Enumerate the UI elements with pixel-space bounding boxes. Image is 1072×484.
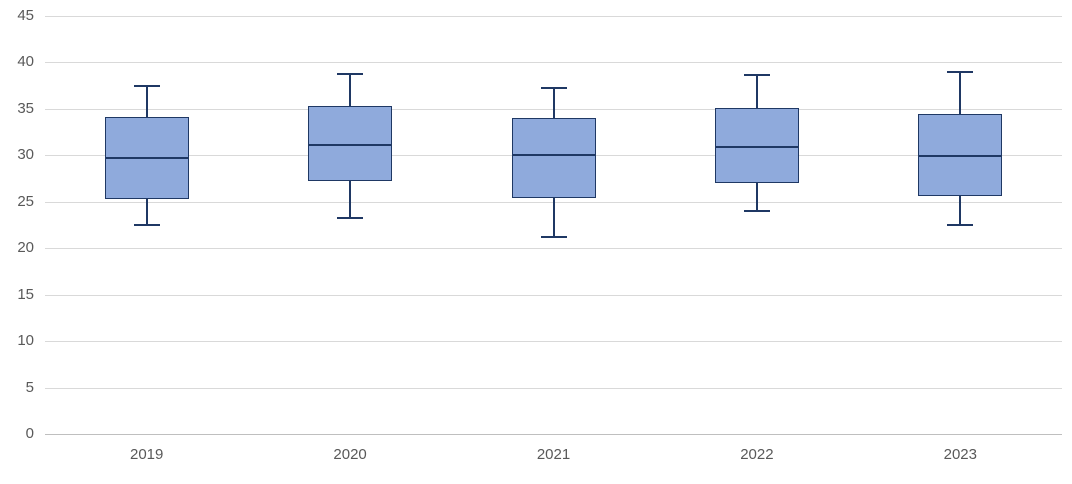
y-tick-label: 15 xyxy=(17,286,34,303)
upper-whisker-cap xyxy=(337,72,364,75)
gridline xyxy=(45,62,1062,63)
upper-whisker-cap xyxy=(947,70,974,73)
y-tick-label: 45 xyxy=(17,7,34,24)
y-tick-label: 20 xyxy=(17,239,34,256)
y-tick-label: 25 xyxy=(17,193,34,210)
x-tick-label-2020: 2020 xyxy=(333,446,367,463)
upper-whisker xyxy=(349,73,352,107)
upper-whisker-cap xyxy=(133,84,160,87)
lower-whisker xyxy=(552,198,555,238)
y-tick-label: 5 xyxy=(25,379,34,396)
upper-whisker xyxy=(959,71,962,115)
x-tick-label-2023: 2023 xyxy=(943,446,977,463)
lower-whisker-cap xyxy=(337,216,364,219)
x-axis-line xyxy=(45,434,1062,435)
upper-whisker xyxy=(755,75,758,108)
upper-whisker xyxy=(552,87,555,119)
median-line xyxy=(919,154,1002,157)
upper-whisker-cap xyxy=(540,86,567,89)
lower-whisker-cap xyxy=(947,224,974,226)
gridline xyxy=(45,341,1062,342)
gridline xyxy=(45,388,1062,389)
y-tick-label: 30 xyxy=(17,146,34,163)
median-line xyxy=(105,156,188,159)
box-2021[interactable] xyxy=(511,118,596,199)
upper-whisker xyxy=(145,85,148,118)
y-tick-label: 35 xyxy=(17,100,34,117)
lower-whisker xyxy=(959,196,962,225)
lower-whisker-cap xyxy=(540,236,567,239)
median-line xyxy=(309,143,392,146)
box-2023[interactable] xyxy=(918,114,1003,197)
box-2022[interactable] xyxy=(714,107,799,184)
box-2020[interactable] xyxy=(308,106,393,182)
x-tick-label-2021: 2021 xyxy=(536,446,571,463)
lower-whisker-cap xyxy=(133,224,160,226)
lower-whisker xyxy=(349,181,352,218)
y-tick-label: 10 xyxy=(17,332,34,349)
x-tick-label-2019: 2019 xyxy=(130,446,164,463)
y-tick-label: 0 xyxy=(25,425,34,442)
x-tick-label-2022: 2022 xyxy=(740,446,774,463)
upper-whisker-cap xyxy=(743,74,770,77)
lower-whisker xyxy=(755,183,758,212)
median-line xyxy=(512,153,595,156)
gridline xyxy=(45,295,1062,296)
box-2019[interactable] xyxy=(104,117,189,199)
lower-whisker xyxy=(145,198,148,225)
lower-whisker-cap xyxy=(743,210,770,213)
gridline xyxy=(45,248,1062,249)
median-line xyxy=(715,146,798,149)
gridline xyxy=(45,16,1062,17)
y-tick-label: 40 xyxy=(17,53,34,70)
